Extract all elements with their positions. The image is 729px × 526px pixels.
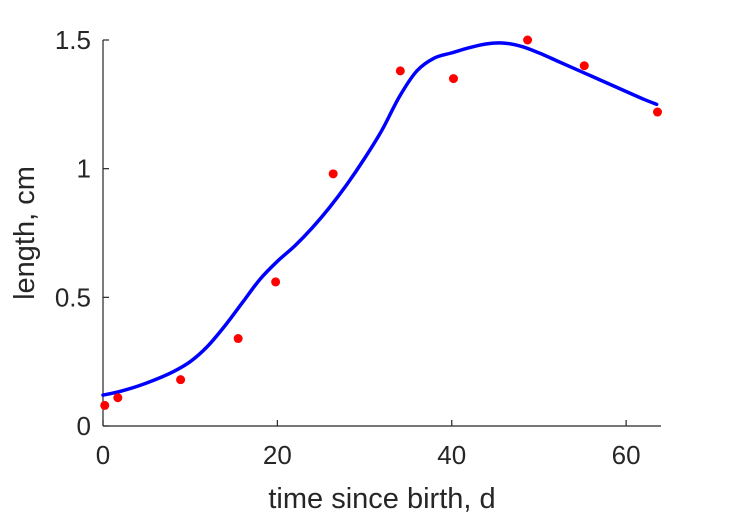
x-tick-label: 40 bbox=[437, 440, 466, 470]
ticks: 0 20 40 60 0 0.5 1 1.5 bbox=[55, 25, 641, 470]
y-tick-label: 1 bbox=[77, 154, 91, 184]
fit-curve bbox=[101, 41, 659, 397]
x-tick-label: 0 bbox=[96, 440, 110, 470]
y-tick-label: 1.5 bbox=[55, 25, 91, 55]
axes bbox=[102, 40, 661, 427]
data-point bbox=[100, 400, 110, 410]
x-tick-label: 20 bbox=[263, 440, 292, 470]
data-point bbox=[113, 393, 123, 403]
y-tick-label: 0.5 bbox=[55, 282, 91, 312]
y-tick-label: 0 bbox=[77, 411, 91, 441]
data-point bbox=[328, 169, 338, 179]
data-point bbox=[523, 35, 533, 45]
data-point bbox=[395, 66, 405, 76]
data-point bbox=[233, 334, 243, 344]
data-point bbox=[579, 61, 589, 71]
data-point bbox=[271, 277, 281, 287]
data-point bbox=[653, 107, 663, 117]
y-axis-label: length, cm bbox=[9, 166, 41, 300]
x-axis-label: time since birth, d bbox=[268, 483, 495, 515]
data-point bbox=[448, 74, 458, 84]
data-point bbox=[176, 375, 186, 385]
series bbox=[100, 35, 663, 410]
x-tick-label: 60 bbox=[612, 440, 641, 470]
